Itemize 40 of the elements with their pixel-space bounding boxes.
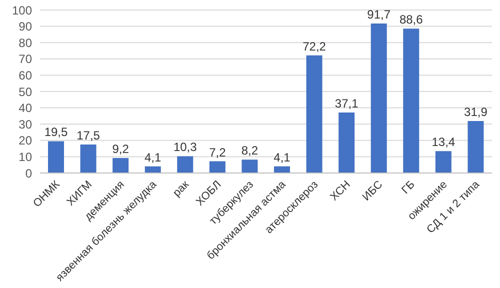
y-tick-label: 60 [18,68,32,82]
data-label: 9,2 [112,142,130,156]
data-label: 13,4 [432,135,456,150]
bar [370,24,387,173]
data-label: 4,1 [274,150,291,164]
data-label: 4,1 [144,150,162,164]
data-label: 10,3 [173,140,198,154]
bar [48,141,64,173]
data-label: 17,5 [76,128,100,142]
bar [435,151,452,173]
data-label: 31,9 [464,105,488,120]
data-label: 91,7 [367,8,391,22]
bar [242,160,258,173]
y-tick-label: 30 [18,117,32,132]
y-tick-label: 70 [18,52,32,66]
data-label: 8,2 [241,144,258,158]
data-label: 19,5 [44,125,68,140]
y-tick-label: 10 [18,150,32,164]
bar [338,112,355,173]
data-label: 88,6 [399,12,424,27]
bar [274,166,290,173]
bar [80,144,96,173]
y-tick-label: 40 [18,101,32,116]
y-tick-label: 90 [18,20,32,34]
y-tick-label: 0 [25,166,32,180]
bar [112,158,129,173]
y-tick-label: 80 [18,36,32,50]
y-tick-label: 100 [12,3,32,18]
y-tick-label: 50 [18,84,32,99]
bar [403,28,420,173]
x-tick-label: рак [170,178,192,200]
bar [177,156,194,173]
data-label: 37,1 [334,96,359,111]
data-label: 72,2 [302,39,326,54]
bar [468,121,484,173]
bar [209,161,226,173]
bar [306,55,322,173]
bar [144,166,161,173]
y-tick-label: 20 [18,134,32,148]
data-label: 7,2 [209,145,226,160]
